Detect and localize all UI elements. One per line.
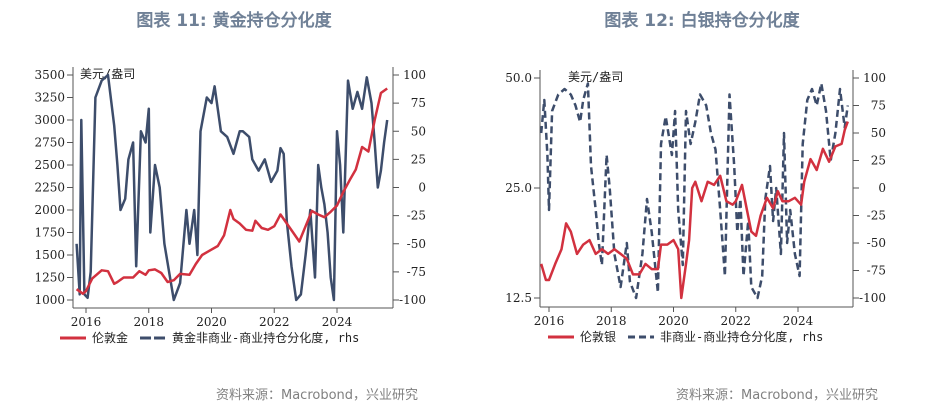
gold-x-tick-label: 2016 (71, 315, 102, 329)
gold-right-tick-label: 75 (411, 96, 426, 110)
silver-left-tick-label: 25.0 (505, 181, 532, 195)
gold-left-tick-label: 1750 (34, 226, 65, 240)
gold-right-tick-label: 25 (411, 152, 426, 166)
gold-left-tick-label: 2750 (34, 136, 65, 150)
gold-left-tick-label: 1250 (34, 271, 65, 285)
gold-left-tick-label: 2250 (34, 181, 65, 195)
silver-legend-label-1: 非商业-商业持仓分化度, rhs (660, 329, 823, 344)
chart-title-gold: 图表 11: 黄金持仓分化度 (136, 11, 332, 31)
silver-x-tick-label: 2016 (534, 314, 565, 328)
silver-right-tick-label: -75 (867, 264, 886, 278)
gold-right-tick-label: -75 (407, 265, 426, 279)
silver-left-tick-label: 50.0 (505, 71, 532, 85)
silver-right-tick-label: 100 (863, 71, 886, 85)
silver-x-tick-label: 2018 (596, 314, 627, 328)
silver-right-tick-label: 75 (871, 99, 886, 113)
gold-x-tick-label: 2022 (259, 315, 290, 329)
gold-left-tick-label: 3250 (34, 91, 65, 105)
gold-legend-label-0: 伦敦金 (92, 330, 128, 345)
gold-right-tick-label: 0 (418, 181, 426, 195)
gold-x-tick-label: 2018 (133, 315, 164, 329)
silver-unit-label: 美元/盎司 (568, 70, 623, 84)
gold-x-tick-label: 2024 (322, 315, 353, 329)
gold-right-tick-label: -50 (407, 237, 426, 251)
gold-right-tick-label: 100 (403, 68, 426, 82)
silver-right-tick-label: -25 (867, 209, 886, 223)
silver-right-tick-label: -50 (867, 236, 886, 250)
gold-series-positioning-line (75, 73, 389, 302)
silver-series-positioning-line (539, 82, 850, 300)
silver-right-tick-label: 25 (871, 154, 886, 168)
gold-series-price-line (75, 87, 388, 295)
silver-series-price-line (540, 121, 849, 300)
gold-right-tick-label: -25 (407, 209, 426, 223)
gold-right-tick-label: 50 (411, 124, 426, 138)
gold-x-tick-label: 2020 (196, 315, 227, 329)
source-note-right: 资料来源：Macrobond，兴业研究 (676, 388, 879, 403)
silver-legend-label-0: 伦敦银 (580, 329, 616, 344)
silver-x-tick-label: 2024 (783, 314, 814, 328)
gold-left-tick-label: 1500 (34, 248, 65, 262)
chart-title-silver: 图表 12: 白银持仓分化度 (604, 11, 800, 31)
gold-left-tick-label: 2500 (34, 158, 65, 172)
source-note-left: 资料来源：Macrobond，兴业研究 (216, 388, 419, 403)
silver-right-tick-label: -100 (859, 291, 886, 305)
gold-left-tick-label: 2000 (34, 203, 65, 217)
silver-x-tick-label: 2020 (658, 314, 689, 328)
silver-left-tick-label: 12.5 (505, 291, 532, 305)
gold-right-tick-label: -100 (399, 293, 426, 307)
gold-legend-label-1: 黄金非商业-商业持仓分化度, rhs (172, 330, 359, 345)
gold-left-tick-label: 3000 (34, 113, 65, 127)
silver-right-tick-label: 50 (871, 126, 886, 140)
silver-x-tick-label: 2022 (720, 314, 751, 328)
gold-left-tick-label: 1000 (34, 293, 65, 307)
gold-left-tick-label: 3500 (34, 68, 65, 82)
silver-right-tick-label: 0 (878, 181, 886, 195)
